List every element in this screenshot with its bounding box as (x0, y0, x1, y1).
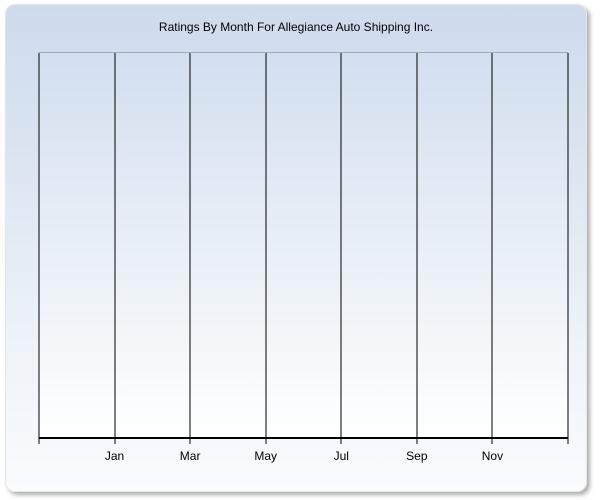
vertical-gridline (114, 53, 116, 444)
chart-title: Ratings By Month For Allegiance Auto Shi… (158, 20, 434, 34)
plot-area (38, 52, 569, 444)
vertical-gridline (567, 53, 569, 444)
vertical-gridline (416, 53, 418, 444)
chart-panel: Ratings By Month For Allegiance Auto Shi… (5, 4, 587, 492)
x-axis-tick-label: May (254, 449, 278, 463)
vertical-gridline (340, 53, 342, 444)
x-axis-tick-label: Jan (104, 449, 125, 463)
x-axis-tick-label: Jul (333, 449, 349, 463)
x-axis-tick-label: Sep (406, 449, 428, 463)
vertical-gridline (491, 53, 493, 444)
gridlines-container (38, 53, 569, 444)
vertical-gridline (189, 53, 191, 444)
vertical-gridline (265, 53, 267, 444)
vertical-gridline (38, 53, 40, 444)
x-axis-tick-label: Nov (481, 449, 504, 463)
x-axis-tick-label: Mar (179, 449, 201, 463)
x-axis-labels: Jan Mar May Jul Sep Nov (39, 449, 568, 465)
